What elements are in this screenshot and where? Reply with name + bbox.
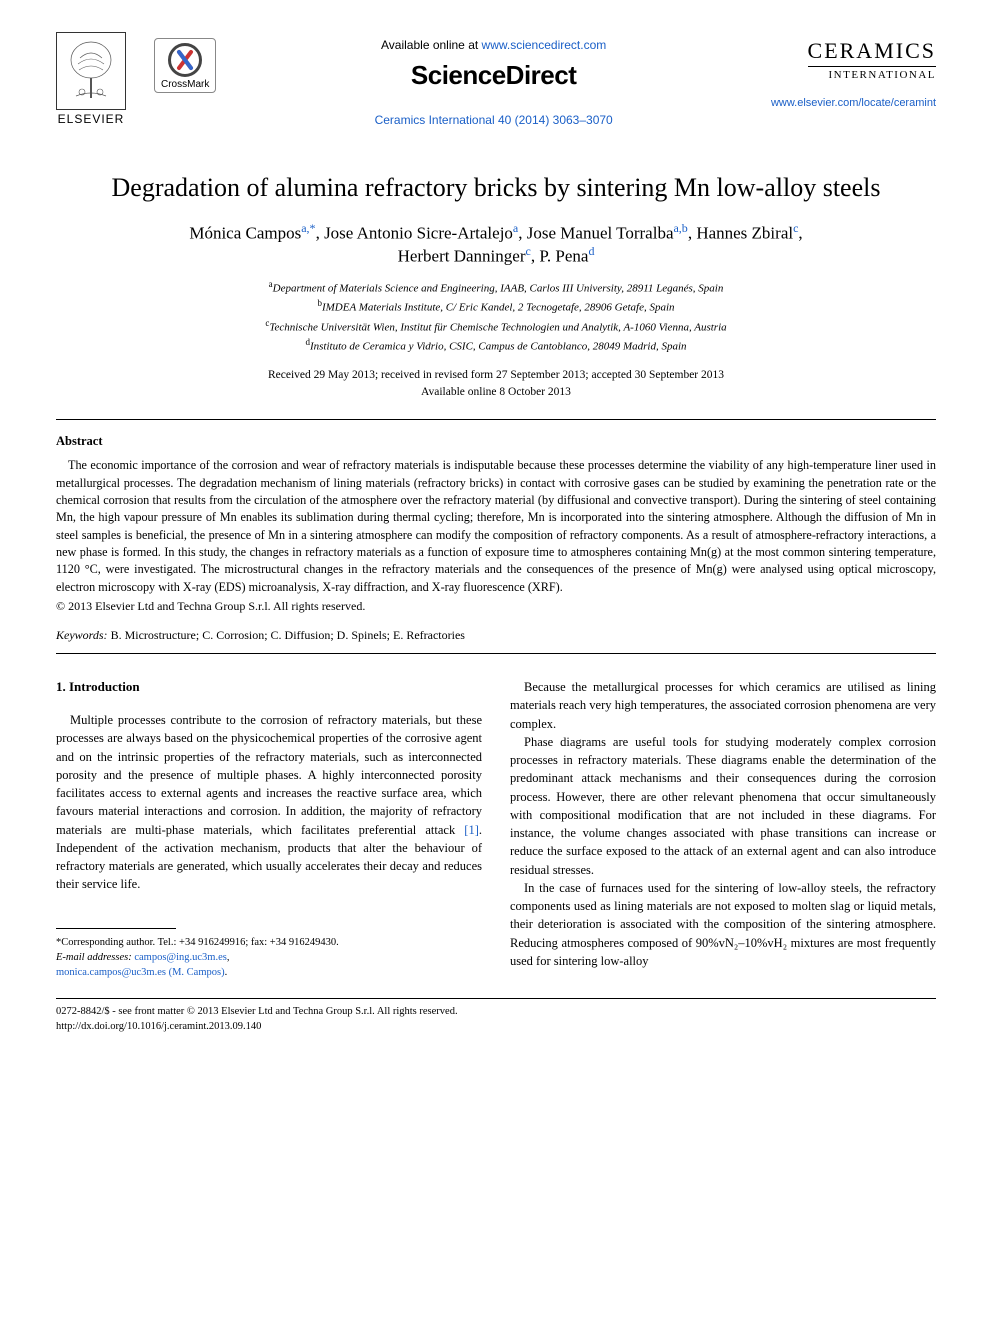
authors-line-1: Mónica Camposa,*, Jose Antonio Sicre-Art… <box>56 221 936 244</box>
affiliation-line: bIMDEA Materials Institute, C/ Eric Kand… <box>56 297 936 316</box>
footer-doi: http://dx.doi.org/10.1016/j.ceramint.201… <box>56 1020 936 1035</box>
author-name: , Jose Antonio Sicre-Artalejo <box>316 224 513 243</box>
authors-line-2: Herbert Danningerc, P. Penad <box>56 244 936 267</box>
corr-author-contact: *Corresponding author. Tel.: +34 9162499… <box>56 935 482 950</box>
citation-link-1[interactable]: [1] <box>464 823 479 837</box>
page-footer: 0272-8842/$ - see front matter © 2013 El… <box>56 1005 936 1034</box>
intro-paragraph-3: Phase diagrams are useful tools for stud… <box>510 733 936 879</box>
affiliation-text: Technische Universität Wien, Institut fü… <box>269 321 726 333</box>
journal-logo-title: CERAMICS <box>808 38 936 67</box>
affiliation-line: dInstituto de Ceramica y Vidrio, CSIC, C… <box>56 336 936 355</box>
author-name: , <box>798 224 802 243</box>
author-affiliation-sup: a,* <box>301 221 315 235</box>
page-header: ELSEVIER CrossMark Available online at w… <box>56 32 936 127</box>
affiliation-text: Instituto de Ceramica y Vidrio, CSIC, Ca… <box>310 340 687 352</box>
sciencedirect-url[interactable]: www.sciencedirect.com <box>482 38 607 52</box>
keywords-label: Keywords: <box>56 628 108 642</box>
column-left: 1. Introduction Multiple processes contr… <box>56 678 482 980</box>
available-online-text: Available online at <box>381 38 482 52</box>
column-right: Because the metallurgical processes for … <box>510 678 936 980</box>
abstract-body: The economic importance of the corrosion… <box>56 457 936 596</box>
keywords-text: B. Microstructure; C. Corrosion; C. Diff… <box>111 628 465 642</box>
corr-email-1[interactable]: campos@ing.uc3m.es <box>134 952 227 963</box>
email-label: E-mail addresses: <box>56 952 132 963</box>
corresponding-author-footnote: *Corresponding author. Tel.: +34 9162499… <box>56 935 482 981</box>
abstract-heading: Abstract <box>56 434 936 449</box>
crossmark-label: CrossMark <box>161 79 209 90</box>
section-heading-intro: 1. Introduction <box>56 678 482 697</box>
divider-top <box>56 419 936 420</box>
article-title: Degradation of alumina refractory bricks… <box>56 173 936 203</box>
intro-paragraph-2: Because the metallurgical processes for … <box>510 678 936 733</box>
header-left: ELSEVIER CrossMark <box>56 32 216 126</box>
crossmark-icon <box>168 43 202 77</box>
body-columns: 1. Introduction Multiple processes contr… <box>56 678 936 980</box>
header-right: CERAMICS INTERNATIONAL www.elsevier.com/… <box>771 32 936 109</box>
corr-email-2[interactable]: monica.campos@uc3m.es (M. Campos) <box>56 967 225 978</box>
affiliation-text: Department of Materials Science and Engi… <box>273 283 724 295</box>
author-affiliation-sup: d <box>588 244 594 258</box>
journal-homepage-url[interactable]: www.elsevier.com/locate/ceramint <box>771 97 936 109</box>
affiliation-text: IMDEA Materials Institute, C/ Eric Kande… <box>322 302 675 314</box>
intro-paragraph-4: In the case of furnaces used for the sin… <box>510 879 936 970</box>
footnote-divider <box>56 928 176 929</box>
intro-paragraph-1: Multiple processes contribute to the cor… <box>56 711 482 894</box>
author-name: , P. Pena <box>531 246 589 265</box>
journal-logo-subtitle: INTERNATIONAL <box>771 69 936 81</box>
affiliation-line: aDepartment of Materials Science and Eng… <box>56 278 936 297</box>
author-name: Mónica Campos <box>189 224 301 243</box>
author-name: Herbert Danninger <box>398 246 526 265</box>
footer-divider <box>56 998 936 999</box>
affiliation-line: cTechnische Universität Wien, Institut f… <box>56 317 936 336</box>
elsevier-logo: ELSEVIER <box>56 32 126 126</box>
author-name: , Hannes Zbiral <box>688 224 793 243</box>
crossmark-badge[interactable]: CrossMark <box>154 38 216 93</box>
sciencedirect-logo: ScienceDirect <box>216 60 771 91</box>
dates-online: Available online 8 October 2013 <box>56 384 936 401</box>
divider-bottom <box>56 653 936 654</box>
author-affiliation-sup: a,b <box>673 221 687 235</box>
author-name: , Jose Manuel Torralba <box>518 224 673 243</box>
authors-block: Mónica Camposa,*, Jose Antonio Sicre-Art… <box>56 221 936 266</box>
abstract-copyright: © 2013 Elsevier Ltd and Techna Group S.r… <box>56 599 936 614</box>
dates-received: Received 29 May 2013; received in revise… <box>56 367 936 384</box>
article-dates: Received 29 May 2013; received in revise… <box>56 367 936 402</box>
elsevier-wordmark: ELSEVIER <box>58 112 125 126</box>
keywords-line: Keywords: B. Microstructure; C. Corrosio… <box>56 628 936 643</box>
journal-reference[interactable]: Ceramics International 40 (2014) 3063–30… <box>216 113 771 127</box>
elsevier-tree-icon <box>56 32 126 110</box>
footer-copyright: 0272-8842/$ - see front matter © 2013 El… <box>56 1005 936 1020</box>
affiliations-block: aDepartment of Materials Science and Eng… <box>56 278 936 355</box>
header-center: Available online at www.sciencedirect.co… <box>216 32 771 127</box>
